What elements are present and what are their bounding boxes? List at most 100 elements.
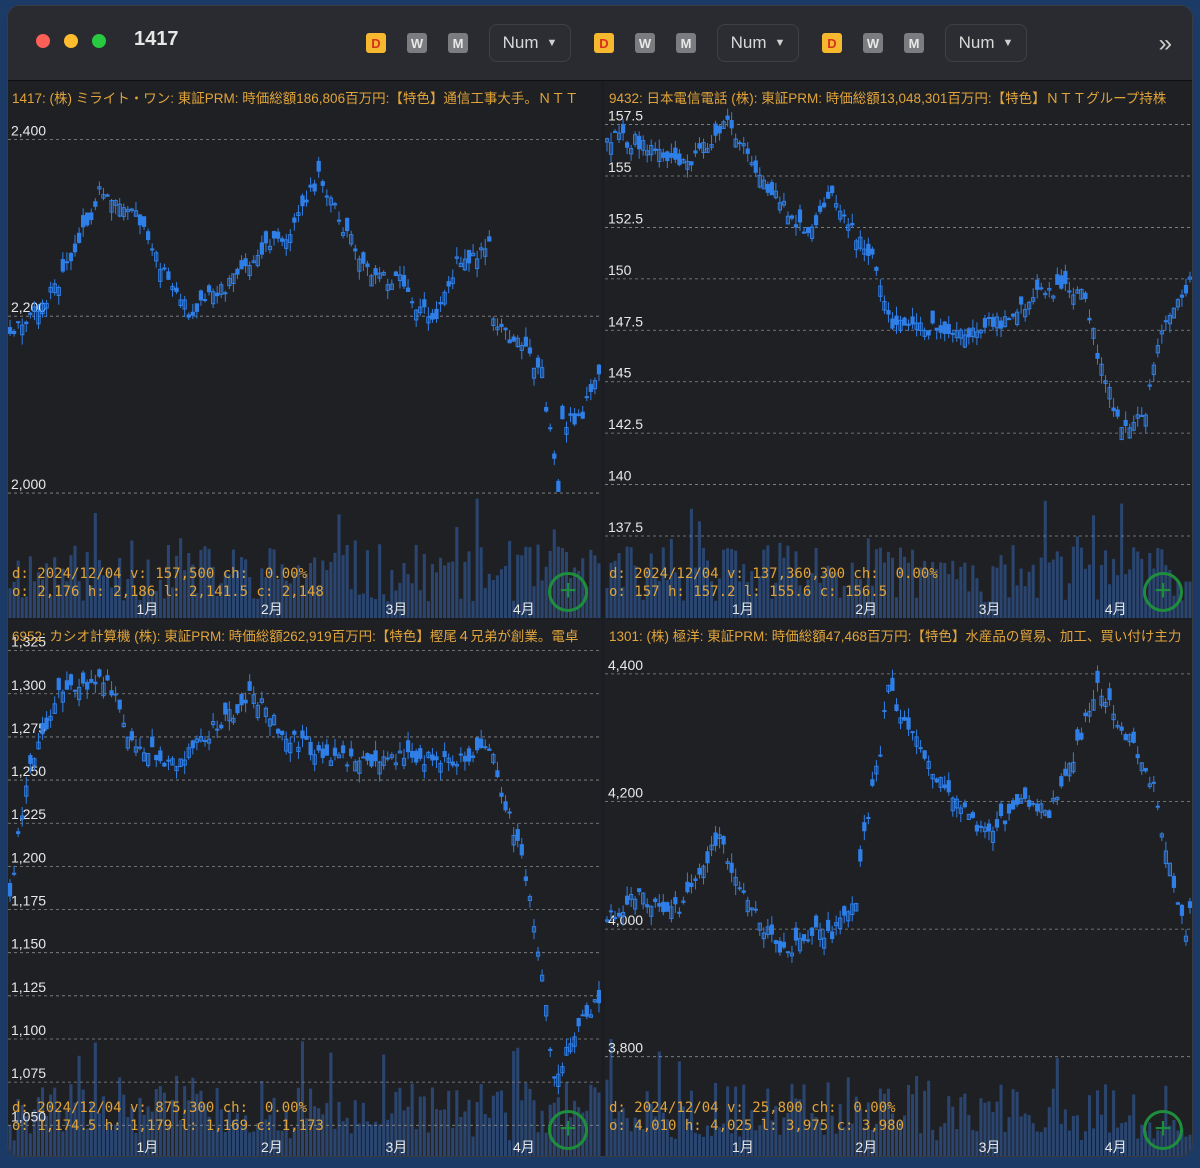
volume-bar (927, 571, 931, 618)
monthly-button[interactable]: M (904, 33, 924, 53)
volume-bar (73, 1102, 77, 1156)
volume-bar (1043, 500, 1047, 618)
volume-bar (1075, 1115, 1079, 1156)
x-tick-label: 3月 (979, 1139, 1001, 1155)
candle-body (8, 327, 13, 334)
volume-bar (983, 1102, 987, 1156)
candle-body (637, 888, 642, 893)
volume-bar (971, 1130, 975, 1156)
candle-body (1002, 316, 1008, 328)
volume-bar (260, 1081, 264, 1156)
candle-body (434, 308, 439, 320)
candle-body (1087, 317, 1092, 321)
chart-panel-1417[interactable]: 1417: (株) ミライト・ワン: 東証PRM: 時価総額186,806百万円… (8, 82, 601, 618)
candle-body (251, 694, 256, 704)
candle-body (186, 314, 191, 318)
candle-body (109, 200, 114, 213)
volume-bar (774, 582, 778, 618)
add-chart-icon[interactable]: + (548, 1110, 588, 1150)
num-select[interactable]: Num ▼ (717, 24, 799, 62)
volume-bar (252, 1131, 256, 1156)
candle-body (974, 824, 980, 832)
chart-panel-6952[interactable]: 6952: カシオ計算機 (株): 東証PRM: 時価総額262,919百万円:… (8, 620, 601, 1156)
candle-body (52, 283, 57, 294)
candle-body (85, 212, 90, 226)
candle-body (809, 927, 815, 936)
zoom-window-button[interactable] (92, 34, 106, 48)
volume-bar (1140, 558, 1144, 618)
candle-body (866, 816, 871, 819)
candle-body (133, 210, 139, 217)
candle-body (137, 746, 143, 749)
candle-body (495, 326, 500, 331)
volume-bar (637, 1119, 641, 1156)
candle-body (1115, 409, 1120, 417)
chevrons-right-icon[interactable]: » (1158, 30, 1172, 57)
volume-bar (20, 597, 24, 618)
monthly-button[interactable]: M (676, 33, 696, 53)
volume-bar (1091, 515, 1096, 618)
volume-bar (1011, 1089, 1015, 1156)
chart-panel-1301[interactable]: 1301: (株) 極洋: 東証PRM: 時価総額47,468百万円:【特色】水… (605, 620, 1192, 1156)
volume-bar (838, 597, 842, 618)
candle-body (974, 331, 980, 338)
candle-body (1131, 731, 1136, 743)
weekly-button[interactable]: W (863, 33, 883, 53)
candle-body (288, 742, 293, 754)
candle-body (761, 179, 766, 190)
volume-bar (706, 560, 710, 618)
add-chart-icon[interactable]: + (548, 572, 588, 612)
volume-bar (447, 562, 451, 618)
volume-bar (77, 581, 81, 618)
weekly-button[interactable]: W (635, 33, 655, 53)
candle-body (499, 323, 504, 328)
daily-button[interactable]: D (822, 33, 842, 53)
volume-bar (1023, 586, 1027, 618)
candle-body (527, 896, 533, 902)
candle-body (174, 287, 179, 293)
candle-body (605, 138, 610, 143)
volume-bar (24, 1115, 28, 1156)
volume-bar (268, 548, 272, 618)
candle-body (64, 261, 70, 264)
volume-bar (32, 1109, 36, 1156)
candle-body (910, 316, 915, 325)
close-window-button[interactable] (36, 34, 50, 48)
candle-body (271, 714, 277, 726)
chart-panel-9432[interactable]: 9432: 日本電信電話 (株): 東証PRM: 時価総額13,048,301百… (605, 82, 1192, 618)
monthly-button[interactable]: M (448, 33, 468, 53)
candle-body (215, 728, 220, 731)
volume-bar (369, 1124, 374, 1156)
candle-body (653, 898, 658, 903)
daily-button[interactable]: D (366, 33, 386, 53)
minimize-window-button[interactable] (64, 34, 78, 48)
candle-body (239, 694, 244, 706)
candle-body (773, 940, 778, 944)
volume-bar (726, 1086, 730, 1156)
candle-body (757, 174, 762, 188)
candle-body (789, 952, 795, 957)
add-chart-icon[interactable]: + (1143, 572, 1183, 612)
volume-bar (101, 1096, 105, 1156)
volume-bar (97, 559, 101, 618)
volume-bar (907, 1084, 911, 1156)
volume-bar (621, 587, 625, 618)
volume-bar (593, 1087, 597, 1156)
add-chart-icon[interactable]: + (1143, 1110, 1183, 1150)
daily-button[interactable]: D (594, 33, 614, 53)
candle-body (769, 182, 774, 196)
volume-bar (426, 601, 430, 618)
num-select[interactable]: Num ▼ (945, 24, 1027, 62)
volume-bar (272, 549, 276, 618)
candle-body (978, 329, 984, 334)
candle-body (255, 255, 260, 267)
volume-bar (504, 1112, 508, 1156)
weekly-button[interactable]: W (407, 33, 427, 53)
volume-bar (1051, 1088, 1055, 1156)
num-select[interactable]: Num ▼ (489, 24, 571, 62)
candle-body (705, 148, 710, 153)
candle-body (129, 731, 135, 741)
volume-bar (353, 540, 357, 618)
candle-body (737, 887, 742, 890)
volume-bar (158, 1086, 162, 1156)
